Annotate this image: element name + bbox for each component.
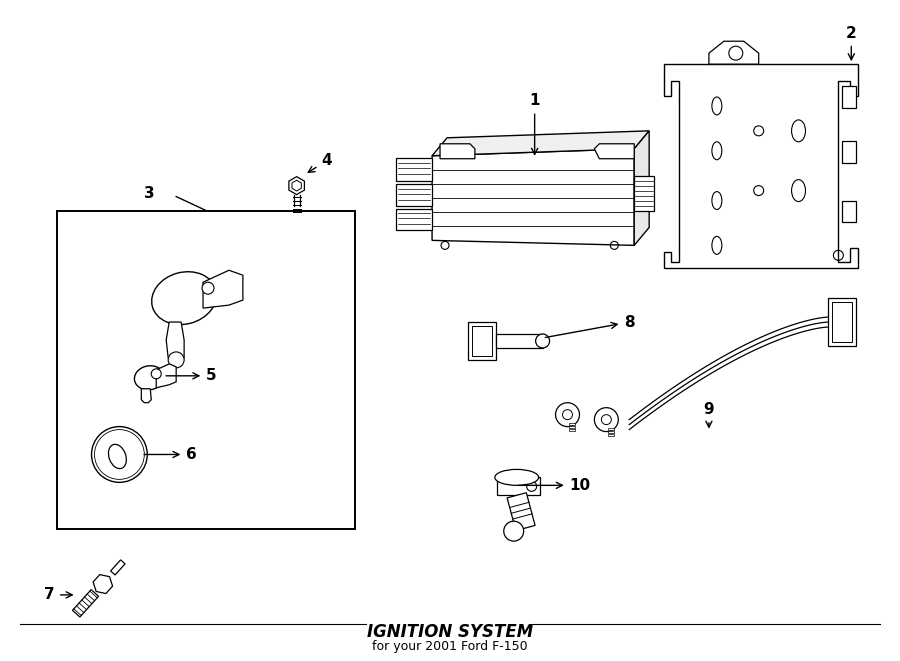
Text: 6: 6 bbox=[144, 447, 197, 462]
Polygon shape bbox=[496, 334, 543, 348]
Polygon shape bbox=[292, 180, 302, 191]
Circle shape bbox=[504, 521, 524, 541]
Text: 1: 1 bbox=[529, 93, 540, 155]
Polygon shape bbox=[432, 149, 634, 245]
Circle shape bbox=[151, 369, 161, 379]
Polygon shape bbox=[634, 131, 649, 245]
Text: 4: 4 bbox=[309, 153, 332, 173]
Circle shape bbox=[594, 408, 618, 432]
Polygon shape bbox=[396, 158, 432, 180]
Polygon shape bbox=[111, 560, 125, 575]
Polygon shape bbox=[440, 144, 475, 159]
Polygon shape bbox=[468, 322, 496, 360]
Polygon shape bbox=[396, 184, 432, 206]
Polygon shape bbox=[828, 298, 856, 346]
Circle shape bbox=[562, 410, 572, 420]
Circle shape bbox=[555, 403, 580, 426]
Circle shape bbox=[536, 334, 550, 348]
Polygon shape bbox=[570, 422, 575, 424]
Polygon shape bbox=[664, 64, 859, 268]
Polygon shape bbox=[842, 86, 856, 108]
Text: 10: 10 bbox=[518, 478, 590, 493]
Polygon shape bbox=[507, 492, 536, 531]
Polygon shape bbox=[73, 590, 99, 617]
Circle shape bbox=[168, 352, 184, 368]
Polygon shape bbox=[594, 144, 634, 159]
Text: IGNITION SYSTEM: IGNITION SYSTEM bbox=[367, 623, 533, 641]
Polygon shape bbox=[842, 200, 856, 223]
Text: 5: 5 bbox=[166, 368, 217, 383]
Polygon shape bbox=[289, 176, 304, 194]
Polygon shape bbox=[608, 434, 615, 436]
Polygon shape bbox=[608, 430, 615, 432]
Ellipse shape bbox=[152, 272, 217, 325]
Text: 7: 7 bbox=[44, 588, 72, 602]
Polygon shape bbox=[570, 428, 575, 430]
Text: 8: 8 bbox=[545, 315, 634, 338]
Polygon shape bbox=[157, 364, 176, 388]
Polygon shape bbox=[832, 302, 852, 342]
Polygon shape bbox=[141, 389, 151, 403]
Bar bbox=[57, 210, 356, 529]
Polygon shape bbox=[497, 477, 540, 495]
Polygon shape bbox=[166, 322, 184, 362]
Text: for your 2001 Ford F-150: for your 2001 Ford F-150 bbox=[373, 640, 527, 653]
Ellipse shape bbox=[108, 444, 126, 469]
Polygon shape bbox=[432, 131, 649, 156]
Ellipse shape bbox=[134, 366, 164, 390]
Text: 3: 3 bbox=[144, 186, 155, 201]
Text: 9: 9 bbox=[704, 402, 715, 427]
Polygon shape bbox=[842, 141, 856, 163]
Polygon shape bbox=[570, 426, 575, 428]
Ellipse shape bbox=[495, 469, 538, 485]
Polygon shape bbox=[93, 574, 112, 594]
Circle shape bbox=[92, 426, 148, 483]
Circle shape bbox=[526, 481, 536, 491]
Polygon shape bbox=[203, 270, 243, 308]
Polygon shape bbox=[396, 208, 432, 231]
Polygon shape bbox=[634, 176, 654, 210]
Circle shape bbox=[202, 282, 214, 294]
Polygon shape bbox=[472, 326, 491, 356]
Text: 2: 2 bbox=[846, 26, 857, 59]
Polygon shape bbox=[608, 428, 615, 430]
Circle shape bbox=[601, 414, 611, 424]
Polygon shape bbox=[709, 41, 759, 64]
